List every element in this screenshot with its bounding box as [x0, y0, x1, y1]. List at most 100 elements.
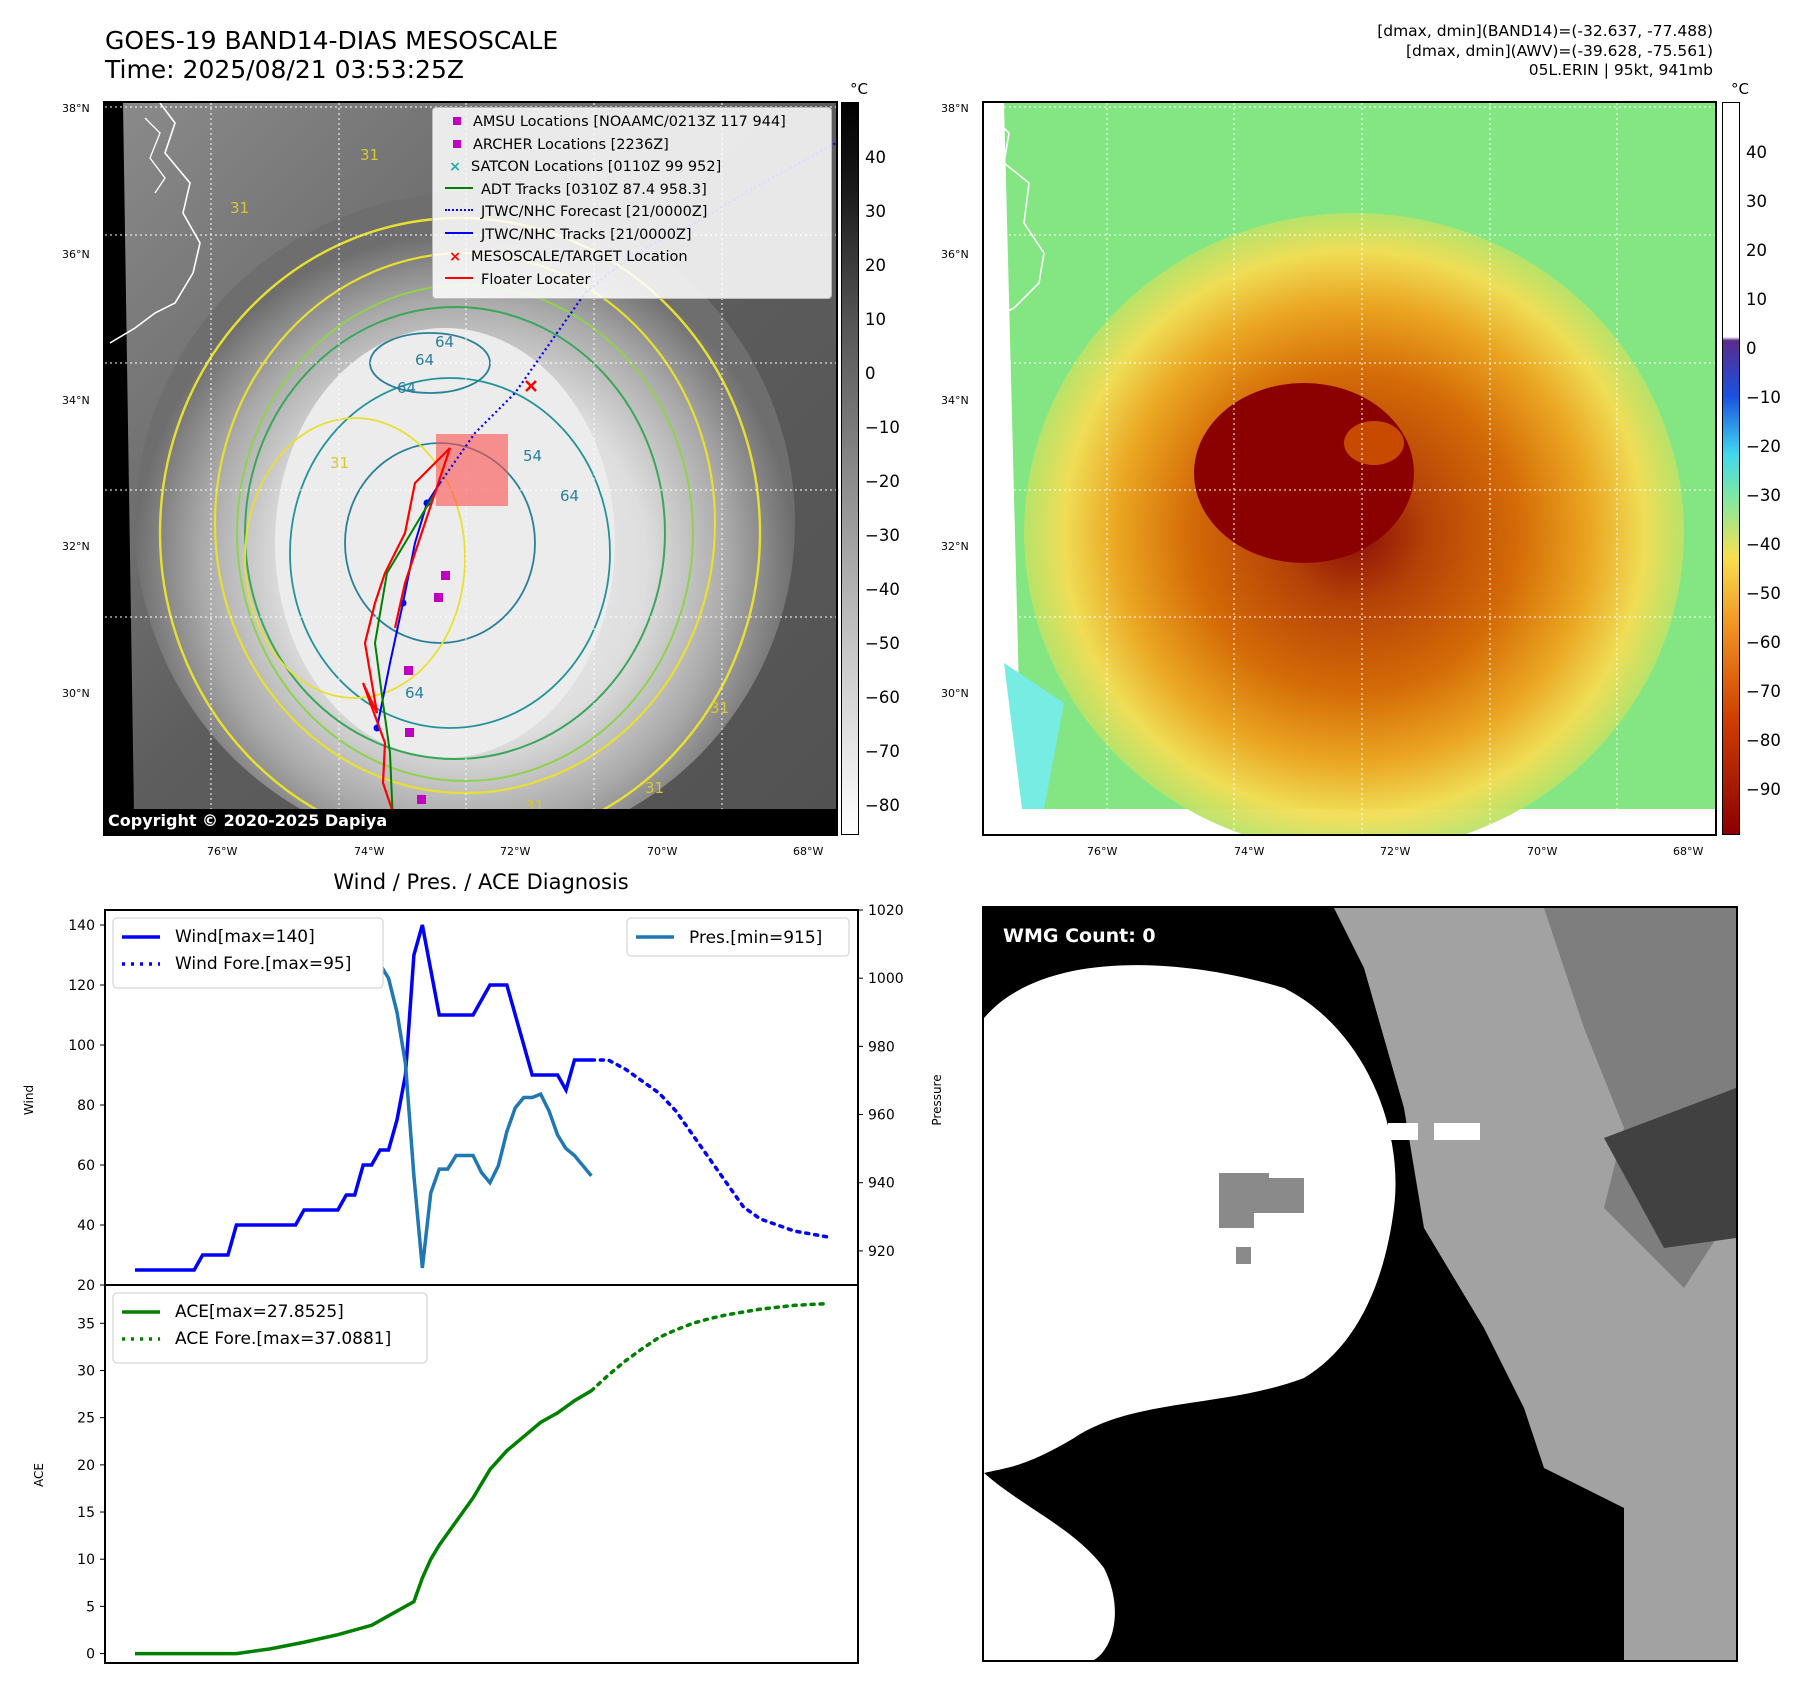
colorbar-tick: −90 — [1746, 780, 1781, 799]
colorbar-tick: 30 — [1746, 192, 1767, 211]
colorbar-tick: 30 — [865, 202, 886, 221]
legend-label: Floater Locater — [481, 272, 591, 288]
floater-box — [436, 434, 508, 506]
legend-item-floater: Floater Locater — [445, 272, 590, 288]
colorbar-tick: −40 — [865, 580, 900, 599]
square-marker-icon — [453, 117, 461, 125]
right-map-gridlines — [984, 103, 1715, 834]
y-axis-label: ACE — [32, 1463, 46, 1487]
legend-label: ADT Tracks [0310Z 87.4 958.3] — [481, 182, 707, 198]
floater-track — [361, 447, 452, 834]
contour-label: 31 — [710, 699, 729, 717]
contour-label: 31 — [330, 454, 349, 472]
lat-label: 34°N — [62, 394, 90, 407]
y-tick-label: 120 — [68, 978, 95, 994]
colorbar-tick: 40 — [1746, 143, 1767, 162]
y-tick-label: 10 — [77, 1552, 95, 1568]
legend-label: JTWC/NHC Forecast [21/0000Z] — [481, 204, 708, 220]
y-right-tick-label: 960 — [868, 1108, 895, 1124]
y-right-tick-label: 980 — [868, 1039, 895, 1055]
info-line-3: 05L.ERIN | 95kt, 941mb — [1528, 61, 1713, 79]
legend-box — [112, 1292, 428, 1364]
contour-label: 31 — [230, 199, 249, 217]
legend-label: SATCON Locations [0110Z 99 952] — [471, 159, 722, 175]
contour-label: 64 — [397, 379, 416, 397]
left-colorbar — [841, 102, 859, 835]
colorbar-tick: 0 — [1746, 339, 1757, 358]
adt-track — [373, 492, 436, 824]
series-line — [135, 924, 592, 1272]
chart-title: Wind / Pres. / ACE Diagnosis — [333, 870, 628, 894]
contour-label: 31 — [360, 146, 379, 164]
legend-item-archer: ARCHER Locations [2236Z] — [445, 137, 669, 153]
colorbar-tick: −30 — [865, 526, 900, 545]
wind-pressure-ace-chart: Wind / Pres. / ACE Diagnosis 20406080100… — [22, 870, 944, 1664]
lon-label: 72°W — [500, 845, 531, 858]
x-marker-icon: × — [449, 249, 462, 265]
line-marker-icon — [445, 187, 473, 189]
colorbar-tick: −20 — [865, 472, 900, 491]
line-marker-icon — [445, 277, 473, 279]
contour-label: 31 — [645, 779, 664, 797]
colorbar-tick: −60 — [865, 688, 900, 707]
lon-label: 68°W — [793, 845, 824, 858]
colorbar-tick: −70 — [865, 742, 900, 761]
colorbar-tick: −70 — [1746, 682, 1781, 701]
right-colorbar — [1722, 102, 1740, 835]
colorbar-tick: 40 — [865, 148, 886, 167]
y-tick-label: 20 — [77, 1278, 95, 1294]
lon-label: 72°W — [1380, 845, 1411, 858]
colorbar-tick: −40 — [1746, 535, 1781, 554]
square-marker-icon — [453, 140, 461, 148]
y-axis-label: Wind — [22, 1085, 36, 1115]
wind-pressure-plot: 20 40 60 80 100 120 140 920 940 960 980 1000 1020 Win… — [22, 903, 944, 1294]
left-colorbar-unit: °C — [850, 80, 868, 98]
contour-label: 64 — [560, 487, 579, 505]
colorbar-tick: −50 — [1746, 584, 1781, 603]
lon-label: 74°W — [354, 845, 385, 858]
y-right-tick-label: 1020 — [868, 903, 904, 919]
series-line — [589, 1301, 830, 1393]
contour-label: 54 — [523, 447, 542, 465]
right-map-image — [984, 103, 1715, 834]
left-map-legend: AMSU Locations [NOAAMC/0213Z 117 944] AR… — [432, 107, 832, 299]
jtwc-nhc-track-points — [373, 499, 431, 732]
y-tick-label: 15 — [77, 1505, 95, 1521]
legend-label: ARCHER Locations [2236Z] — [473, 137, 669, 153]
wmg-count-label: WMG Count: 0 — [1003, 925, 1156, 947]
wmg-image — [984, 908, 1736, 1660]
y-tick-label: 5 — [86, 1599, 95, 1615]
colorbar-tick: −30 — [1746, 486, 1781, 505]
y-tick-label: 20 — [77, 1458, 95, 1474]
lon-label: 74°W — [1234, 845, 1265, 858]
lat-label: 34°N — [941, 394, 969, 407]
lat-label: 36°N — [941, 248, 969, 261]
y-tick-label: 40 — [77, 1218, 95, 1234]
y-tick-label: 0 — [86, 1647, 95, 1663]
title-line-1: GOES-19 BAND14-DIAS MESOSCALE — [105, 26, 559, 55]
legend-item-tracks: JTWC/NHC Tracks [21/0000Z] — [445, 227, 692, 243]
colorbar-tick: −80 — [865, 796, 900, 815]
lon-label: 68°W — [1673, 845, 1704, 858]
lat-label: 32°N — [62, 540, 90, 553]
lat-label: 30°N — [941, 687, 969, 700]
legend-item-satcon: × SATCON Locations [0110Z 99 952] — [445, 159, 721, 175]
colorbar-tick: 20 — [865, 256, 886, 275]
right-colorbar-unit: °C — [1731, 80, 1749, 98]
lower-plot-frame — [104, 1284, 859, 1664]
y-right-tick-label: 940 — [868, 1176, 895, 1192]
y-right-tick-label: 1000 — [868, 971, 904, 987]
wmg-panel — [982, 906, 1738, 1662]
colorbar-tick: −60 — [1746, 633, 1781, 652]
lat-label: 30°N — [62, 687, 90, 700]
x-marker-icon: × — [449, 159, 462, 175]
legend-label: Wind Fore.[max=95] — [175, 954, 351, 974]
amsu-archer-markers — [404, 571, 450, 804]
lon-label: 76°W — [1087, 845, 1118, 858]
dotted-line-icon — [445, 209, 473, 211]
legend-label: MESOSCALE/TARGET Location — [471, 249, 688, 265]
lat-label: 32°N — [941, 540, 969, 553]
legend-label: ACE Fore.[max=37.0881] — [175, 1329, 391, 1349]
contour-label: 64 — [435, 333, 454, 351]
contour-label: 64 — [415, 351, 434, 369]
